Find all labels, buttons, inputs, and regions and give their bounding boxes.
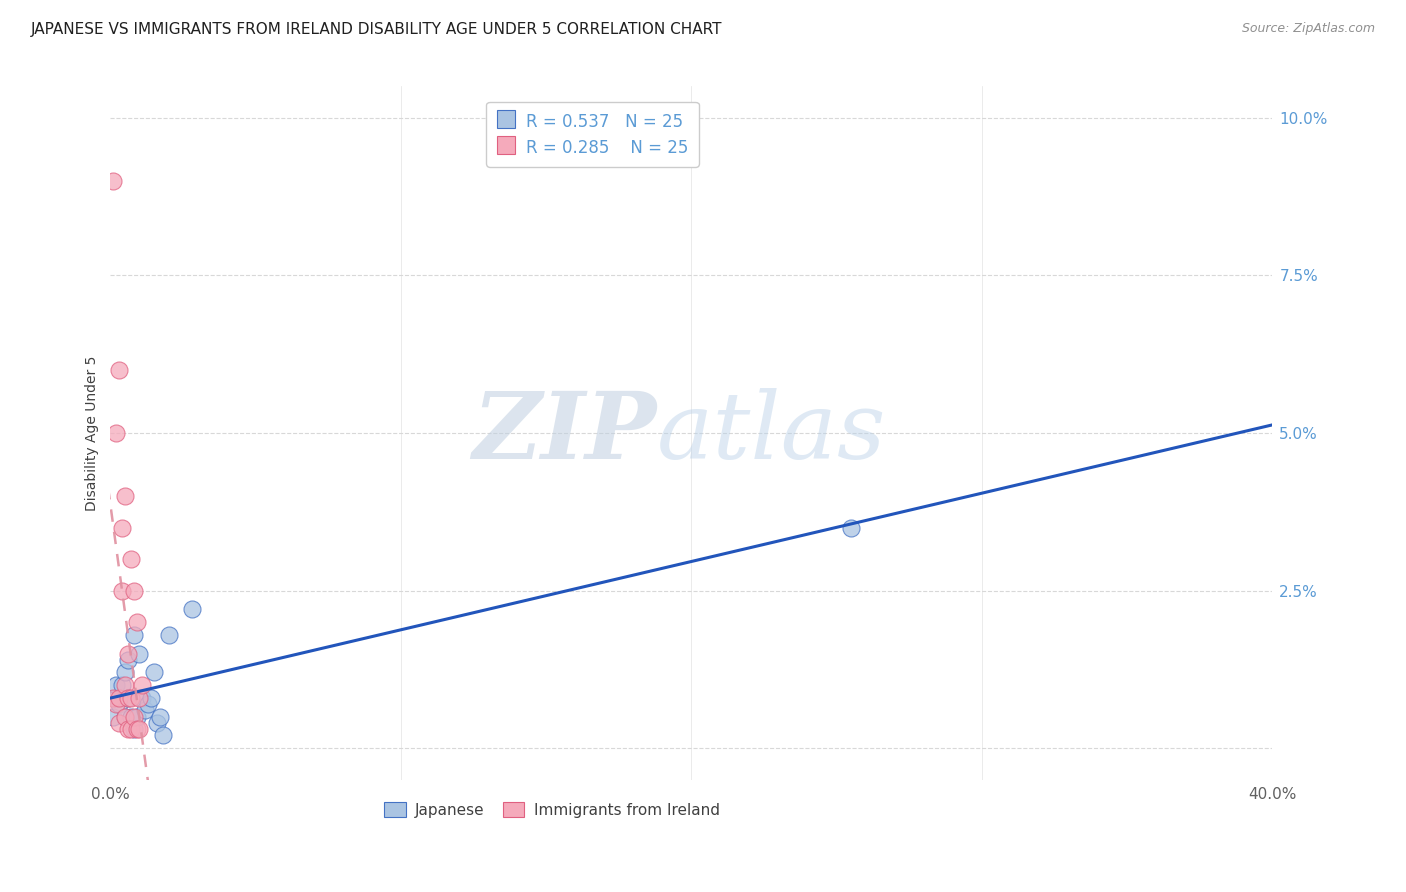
Point <box>105 697 128 711</box>
Point <box>122 709 145 723</box>
Point <box>108 715 131 730</box>
Point <box>103 709 125 723</box>
Point <box>114 665 136 680</box>
Point <box>105 690 128 705</box>
Point <box>108 363 131 377</box>
Point <box>120 552 142 566</box>
Point <box>180 602 202 616</box>
Point <box>108 697 131 711</box>
Point <box>105 425 128 440</box>
Point <box>122 627 145 641</box>
Point <box>152 729 174 743</box>
Point <box>117 690 139 705</box>
Point <box>117 722 139 736</box>
Point <box>125 722 148 736</box>
Text: Source: ZipAtlas.com: Source: ZipAtlas.com <box>1241 22 1375 36</box>
Point <box>128 647 150 661</box>
Point <box>143 665 166 680</box>
Point <box>114 678 136 692</box>
Point <box>136 697 159 711</box>
Point <box>120 722 142 736</box>
Point <box>122 722 145 736</box>
Point <box>122 583 145 598</box>
Point <box>120 709 142 723</box>
Point <box>120 690 142 705</box>
Point <box>117 647 139 661</box>
Point <box>131 678 153 692</box>
Point <box>128 722 150 736</box>
Point <box>839 520 862 534</box>
Point <box>108 690 131 705</box>
Point <box>125 709 148 723</box>
Y-axis label: Disability Age Under 5: Disability Age Under 5 <box>86 355 100 511</box>
Point <box>103 174 125 188</box>
Point <box>117 653 139 667</box>
Point <box>157 627 180 641</box>
Text: JAPANESE VS IMMIGRANTS FROM IRELAND DISABILITY AGE UNDER 5 CORRELATION CHART: JAPANESE VS IMMIGRANTS FROM IRELAND DISA… <box>31 22 723 37</box>
Point <box>111 678 134 692</box>
Point <box>117 690 139 705</box>
Legend: Japanese, Immigrants from Ireland: Japanese, Immigrants from Ireland <box>378 797 725 824</box>
Point <box>111 520 134 534</box>
Point <box>103 690 125 705</box>
Point <box>134 703 156 717</box>
Point <box>125 615 148 629</box>
Text: ZIP: ZIP <box>472 388 657 478</box>
Point <box>146 715 169 730</box>
Point <box>128 690 150 705</box>
Point <box>114 489 136 503</box>
Point <box>149 709 172 723</box>
Point <box>111 583 134 598</box>
Point <box>139 690 162 705</box>
Point <box>114 709 136 723</box>
Point <box>131 690 153 705</box>
Point <box>105 678 128 692</box>
Text: atlas: atlas <box>657 388 886 478</box>
Point <box>114 709 136 723</box>
